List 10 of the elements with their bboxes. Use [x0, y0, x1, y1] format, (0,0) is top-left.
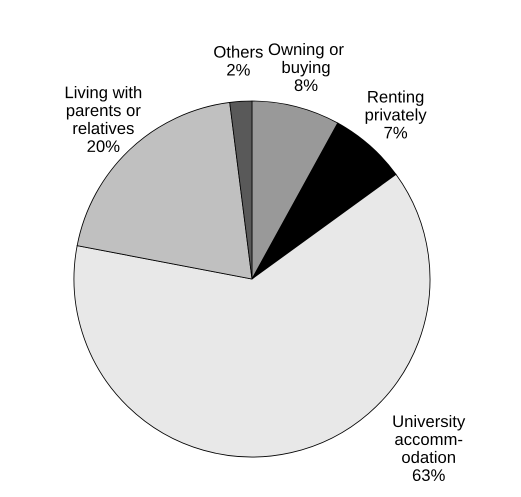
data-label: 2% [227, 64, 250, 76]
slice-label: University accomm- odation [393, 414, 466, 464]
data-label: 8% [294, 79, 318, 92]
slice-label: Renting privately [366, 90, 427, 124]
data-label: 63% [412, 469, 445, 482]
data-label: 20% [88, 140, 120, 152]
slice-label: Living with parents or relatives [66, 86, 142, 134]
data-label: 7% [384, 126, 408, 138]
slice-label: Owning or buying [268, 42, 344, 76]
slice-label: Others [214, 46, 263, 58]
